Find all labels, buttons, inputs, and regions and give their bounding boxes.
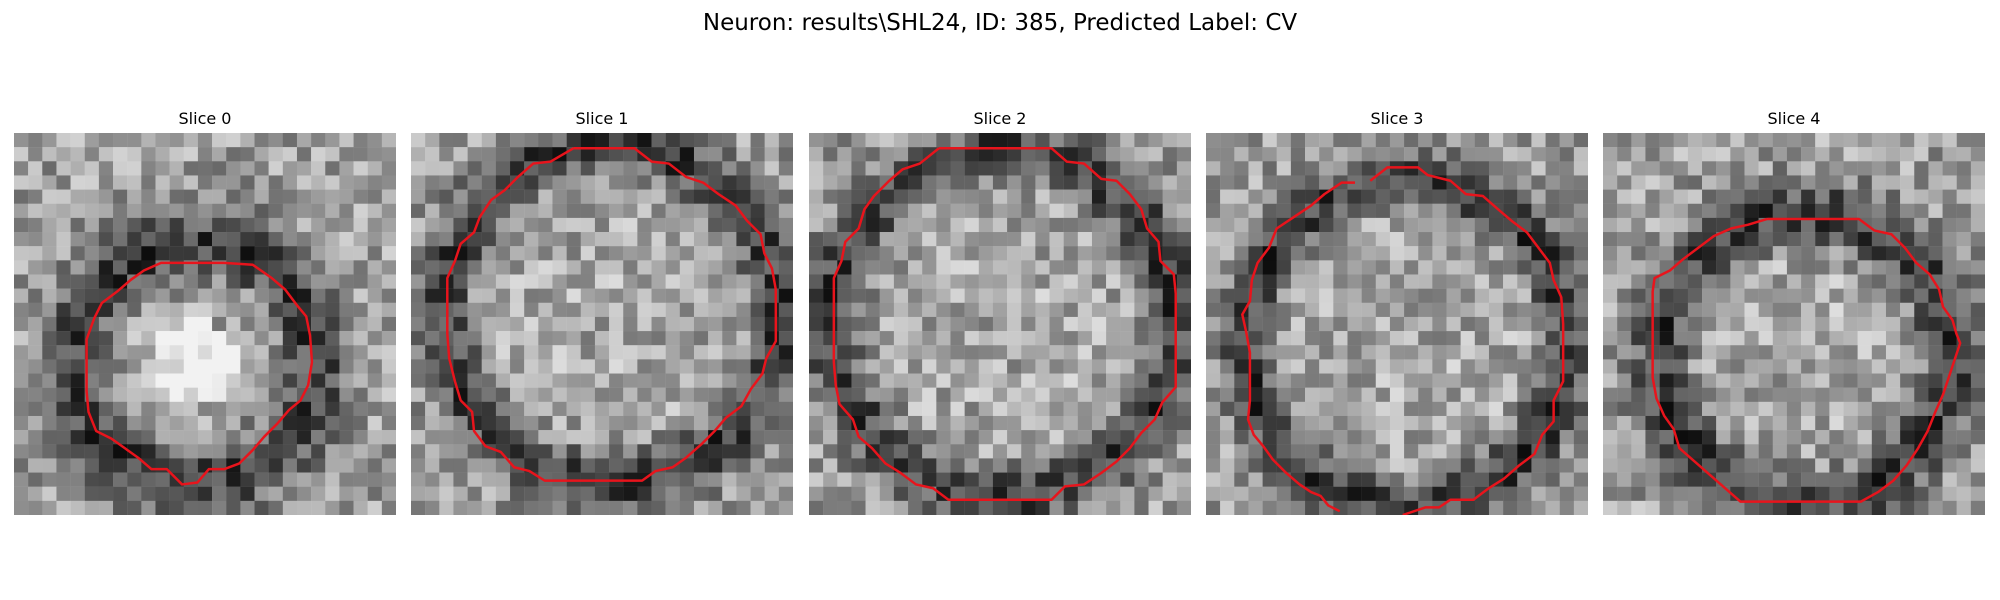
grayscale-texture <box>411 133 793 515</box>
figure-title: Neuron: results\SHL24, ID: 385, Predicte… <box>702 10 1298 36</box>
contour-line <box>832 147 1177 501</box>
slice-title: Slice 3 <box>1370 109 1424 128</box>
slice-image-0 <box>14 133 396 515</box>
contour-line <box>446 147 778 482</box>
slice-title: Slice 4 <box>1767 109 1821 128</box>
slice-image-3 <box>1206 133 1588 515</box>
contour-line <box>85 261 314 486</box>
grayscale-texture <box>809 133 1191 515</box>
grayscale-texture <box>14 133 396 515</box>
slice-panel-0: Slice 0 <box>14 108 396 515</box>
grayscale-texture <box>1603 133 1985 515</box>
slice-title: Slice 0 <box>178 109 232 128</box>
slice-image-4 <box>1603 133 1985 515</box>
slice-image-1 <box>411 133 793 515</box>
contour-line <box>1369 166 1565 515</box>
slice-title: Slice 1 <box>575 109 629 128</box>
slice-title: Slice 2 <box>973 109 1027 128</box>
slice-panel-2: Slice 2 <box>809 108 1191 515</box>
contour-line <box>1651 217 1962 503</box>
slice-panel-3: Slice 3 <box>1206 108 1588 515</box>
contour-line <box>1241 181 1355 513</box>
slice-panel-4: Slice 4 <box>1603 108 1985 515</box>
slice-image-2 <box>809 133 1191 515</box>
slice-panel-1: Slice 1 <box>411 108 793 515</box>
grayscale-texture <box>1206 133 1588 515</box>
